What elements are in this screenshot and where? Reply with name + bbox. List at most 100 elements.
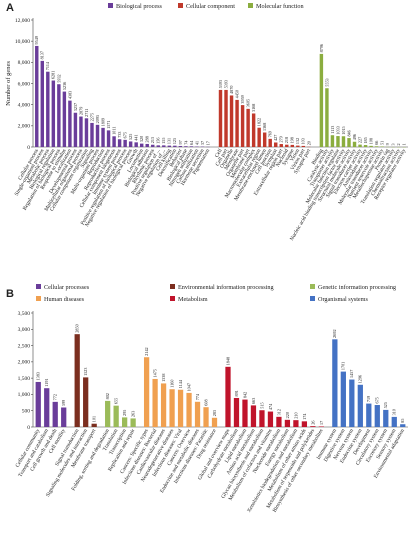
- data-label: 1113: [330, 126, 335, 134]
- data-label: 66: [374, 141, 379, 145]
- bar: [134, 142, 138, 147]
- bar: [363, 145, 368, 147]
- data-label: 283: [212, 410, 217, 416]
- data-label: 9: [385, 143, 390, 145]
- data-label: 97: [178, 140, 183, 144]
- bar: [301, 421, 308, 427]
- bar: [301, 145, 306, 147]
- bar: [152, 378, 158, 427]
- legend-swatch: [36, 284, 41, 289]
- bar: [332, 339, 338, 427]
- bar: [112, 136, 116, 147]
- bar: [113, 405, 119, 427]
- bar: [274, 142, 278, 147]
- data-label: 3: [391, 143, 396, 145]
- legend-swatch: [170, 284, 175, 289]
- bar: [130, 418, 136, 427]
- data-label: 4383: [67, 91, 72, 99]
- data-label: 220: [285, 412, 290, 418]
- data-label: 7114: [45, 61, 50, 70]
- data-label: 312: [276, 409, 281, 415]
- data-label: 719: [366, 396, 371, 402]
- bar: [194, 401, 201, 427]
- data-label: 2095: [95, 115, 100, 123]
- data-label: 131: [167, 138, 172, 144]
- bar: [224, 89, 228, 147]
- bar: [336, 136, 340, 147]
- bar: [380, 146, 384, 147]
- legend-swatch: [108, 3, 113, 8]
- bar: [151, 144, 155, 147]
- data-label: 1383: [36, 372, 41, 380]
- data-label: 1338: [161, 374, 166, 382]
- bar: [189, 146, 194, 147]
- bar: [262, 132, 267, 147]
- legend-swatch: [36, 296, 41, 301]
- data-label: 1: [402, 143, 407, 145]
- data-label: 774: [195, 393, 200, 400]
- bar: [105, 400, 111, 427]
- legend-label: Metabolism: [178, 296, 208, 303]
- bar: [52, 401, 58, 427]
- bar: [268, 138, 272, 147]
- data-label: 218: [284, 137, 289, 143]
- bar: [325, 88, 329, 147]
- bar: [84, 118, 89, 147]
- data-label: 2142: [144, 347, 149, 355]
- bar: [310, 426, 316, 427]
- data-label: 213: [150, 137, 155, 143]
- bar: [62, 91, 67, 147]
- bar: [184, 146, 188, 147]
- bar: [90, 122, 94, 147]
- data-label: 772: [53, 394, 58, 400]
- data-label: 132: [295, 138, 300, 144]
- data-label: 769: [268, 131, 273, 137]
- legend-label: Molecular function: [256, 3, 304, 10]
- bar: [46, 71, 50, 147]
- bar: [276, 416, 282, 427]
- bar: [259, 410, 265, 427]
- bar: [225, 366, 231, 427]
- bar: [235, 99, 239, 147]
- data-label: 1523: [83, 368, 88, 376]
- data-label: 655: [114, 398, 119, 404]
- data-label: 525: [383, 402, 388, 408]
- bar: [186, 392, 192, 427]
- bar: [74, 334, 80, 427]
- y-tick-label: 500: [22, 409, 31, 415]
- bar: [349, 379, 355, 427]
- bar: [169, 389, 175, 427]
- bar: [143, 357, 150, 427]
- data-label: 6281: [51, 71, 56, 79]
- bar: [233, 397, 240, 427]
- data-label: 441: [134, 135, 139, 141]
- data-label: 295: [122, 410, 127, 416]
- legend-swatch: [178, 3, 183, 8]
- legend-swatch: [170, 296, 175, 301]
- y-tick-label: 4,000: [18, 102, 31, 108]
- y-tick-label: 12,000: [15, 18, 30, 24]
- bar: [366, 403, 372, 427]
- category-label: Cell: [214, 148, 224, 159]
- data-label: 3168: [251, 104, 256, 112]
- bar: [383, 409, 389, 427]
- panel-label-A: A: [6, 2, 14, 14]
- bar: [160, 383, 167, 427]
- data-label: 288: [145, 136, 150, 142]
- data-label: 155: [161, 138, 166, 144]
- legend-label: Genetic information processing: [318, 284, 396, 291]
- bar: [290, 144, 295, 147]
- data-label: 198: [290, 137, 295, 143]
- bar: [374, 146, 379, 147]
- data-label: 3959: [240, 95, 245, 103]
- data-label: 1809: [100, 118, 105, 126]
- bar: [79, 116, 83, 147]
- data-label: 51: [380, 141, 385, 145]
- data-label: 279: [279, 136, 284, 142]
- bar: [177, 389, 184, 427]
- bar: [330, 135, 335, 147]
- data-label: 1822: [257, 118, 262, 126]
- data-label: 64: [189, 140, 194, 145]
- bar: [139, 143, 144, 147]
